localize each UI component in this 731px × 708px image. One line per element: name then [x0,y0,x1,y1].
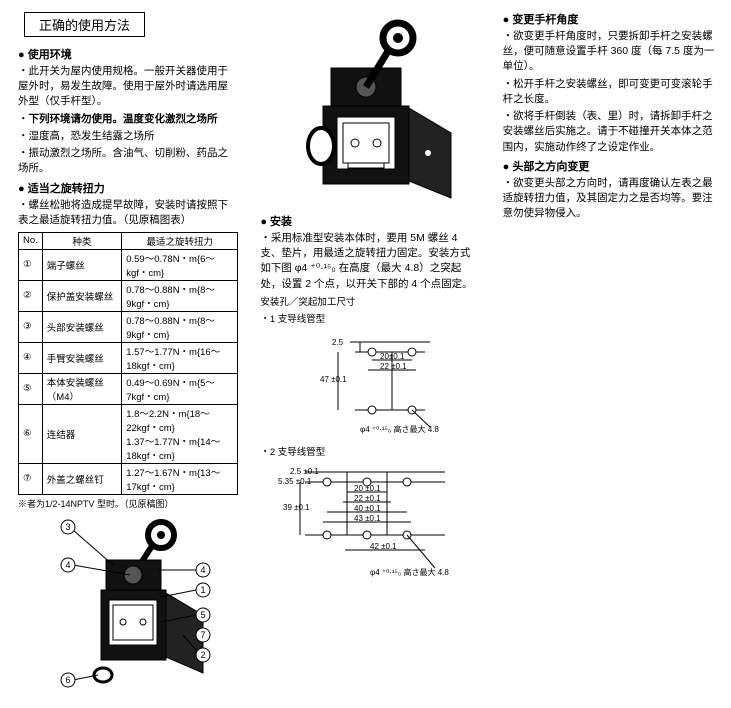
svg-text:1: 1 [201,585,206,595]
table-row: ⑥连结器1.8～2.2N・m{18～22kgf・cm} 1.37～1.77N・m… [19,404,238,463]
dim-label: 40 ±0.1 [354,504,381,513]
table-row: No. 种类 最适之旋转扭力 [19,232,238,249]
svg-text:4: 4 [201,565,206,575]
dim-label: 43 ±0.1 [354,514,381,523]
dim-label: 20 ±0.1 [354,484,381,493]
table-row: ④手臂安装螺丝1.57～1.77N・m{16～18kgf・cm} [19,342,238,373]
svg-text:6: 6 [66,675,71,685]
column-center: 安装 采用标准型安装本体时，要用 5M 螺丝 4 支、垫片，用最适之旋转扭力固定… [250,8,480,700]
dim-label: 20±0.1 [380,352,405,361]
th-no: No. [19,232,43,249]
sec-install-heading: 安装 [260,213,480,229]
conduit-1-label: ・1 支导线管型 [260,311,480,325]
torque-footnote: ※者为1/2-14NPTV 型时。（见原稿图） [18,497,238,510]
svg-text:5: 5 [201,610,206,620]
dim-label: 39 ±0.1 [283,503,310,512]
lever-bullet-1: 松开手杆之安装螺丝，即可变更可变滚轮手杆之长度。 [503,77,723,107]
install-bullet: 采用标准型安装本体时，要用 5M 螺丝 4 支、垫片，用最适之旋转扭力固定。安装… [260,231,480,292]
sec-lever-heading: 变更手杆角度 [503,11,723,27]
mounting-diagram-1: 2.5 20±0.1 22 ±0.1 47 ±0.1 φ4 ⁺⁰·¹⁵₀ 高さ最… [260,327,470,442]
device-figure-callouts: 3 4 6 4 1 5 7 2 [33,515,213,695]
sec-env-heading: 使用环境 [18,46,238,62]
table-row: ⑤本体安装螺丝（M4）0.49～0.69N・m{5～7kgf・cm} [19,373,238,404]
dim-label: 22 ±0.1 [354,494,381,503]
sec-torque-heading: 适当之旋转扭力 [18,180,238,196]
table-row: ⑦外盖之螺丝钉1.27～1.67N・m{13～17kgf・cm} [19,463,238,494]
env-bullet-2: 湿度高，恐发生结露之场所 [18,129,238,144]
torque-table: No. 种类 最适之旋转扭力 ①端子螺丝0.59～0.78N・m{6～kgf・c… [18,232,238,495]
th-val: 最适之旋转扭力 [122,232,238,249]
torque-bullet: 螺丝松驰将造成提早故障，安装时请按照下表之最适旋转扭力值。（见原稿图表） [18,198,238,228]
table-row: ②保护盖安装螺丝0.78～0.88N・m{8～9kgf・cm} [19,280,238,311]
svg-text:7: 7 [201,630,206,640]
table-row: ③头部安装螺丝0.78～0.88N・m{8～9kgf・cm} [19,311,238,342]
column-right: 变更手杆角度 欲变更手杆角度时，只要拆卸手杆之安装螺丝，便可随意设置手杆 360… [493,8,723,700]
svg-text:2: 2 [201,650,206,660]
env-bullet-0: 此开关为屋内使用规格。一般开关器使用于屋外时，易发生故障。使用于屋外时请选用屋外… [18,64,238,110]
dim-label: 2.5 ±0.1 [290,467,319,476]
doc-title: 正确的使用方法 [24,12,145,37]
table-row: ①端子螺丝0.59～0.78N・m{6～kgf・cm} [19,249,238,280]
mounting-diagram-2: 2.5 ±0.1 5.35 ±0.1 20 ±0.1 22 ±0.1 40 ±0… [250,460,480,590]
dim-label: 5.35 ±0.1 [278,477,312,486]
dim-label: 47 ±0.1 [320,375,347,384]
phi-note: φ4 ⁺⁰·¹⁵₀ 高さ最大 4.8 [370,567,449,577]
dim-label: 42 ±0.1 [370,542,397,551]
sec-head-heading: 头部之方向变更 [503,158,723,174]
env-bullet-1: 下列环境请勿使用。温度变化激烈之场所 [18,112,238,127]
head-bullet: 欲变更头部之方向时，请再度确认左表之最适旋转扭力值，及其固定力之是否均等。要注意… [503,176,723,222]
env-bullet-3: 振动激烈之场所。含油气、切削粉、药品之场所。 [18,146,238,176]
device-figure-main [273,13,458,208]
dim-label: 2.5 [332,338,344,347]
install-subtitle: 安装孔／突起加工尺寸 [260,294,480,308]
lever-bullet-0: 欲变更手杆角度时，只要拆卸手杆之安装螺丝，便可随意设置手杆 360 度（每 7.… [503,29,723,75]
dim-label: 22 ±0.1 [380,362,407,371]
column-left: 正确的使用方法 使用环境 此开关为屋内使用规格。一般开关器使用于屋外时，易发生故… [8,8,238,700]
lever-bullet-2: 欲将手杆倒装（表、里）时，请拆卸手杆之安装螺丝后实施之。请于不碰撞开关本体之范围… [503,109,723,155]
th-kind: 种类 [42,232,121,249]
svg-text:3: 3 [66,522,71,532]
conduit-2-label: ・2 支导线管型 [260,444,480,458]
svg-text:4: 4 [66,560,71,570]
phi-note: φ4 ⁺⁰·¹⁵₀ 高さ最大 4.8 [360,424,439,434]
